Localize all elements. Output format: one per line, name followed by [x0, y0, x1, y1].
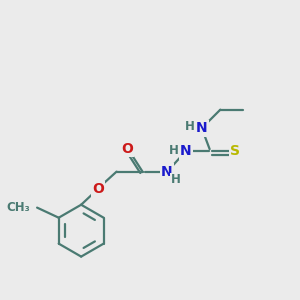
Text: O: O: [121, 142, 133, 156]
Text: CH₃: CH₃: [6, 201, 30, 214]
Text: H: H: [171, 173, 181, 186]
Text: H: H: [169, 143, 178, 157]
Text: S: S: [230, 144, 240, 158]
Text: O: O: [92, 182, 104, 196]
Text: N: N: [180, 144, 191, 158]
Text: H: H: [184, 121, 194, 134]
Text: N: N: [196, 122, 207, 135]
Text: N: N: [161, 165, 173, 178]
